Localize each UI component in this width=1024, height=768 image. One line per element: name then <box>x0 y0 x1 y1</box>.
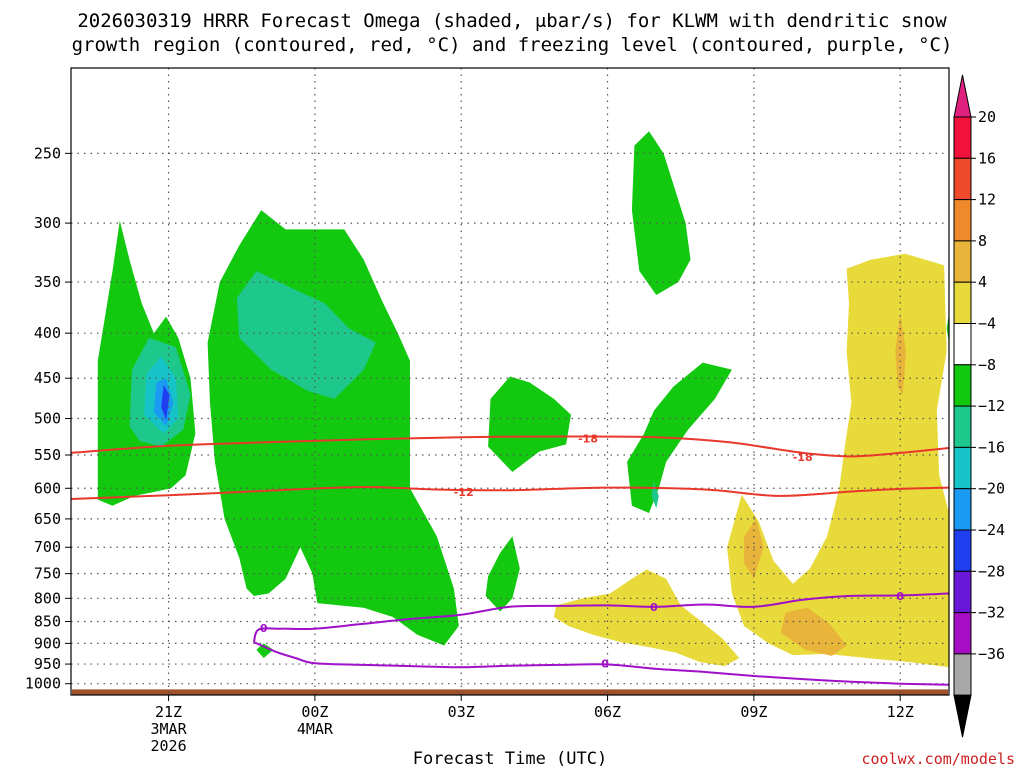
colorbar-swatch-0 <box>953 116 972 159</box>
y-tick-label-1000: 1000 <box>25 675 61 693</box>
chart-title-line2: growth region (contoured, red, °C) and f… <box>72 34 953 56</box>
contour-label-0a-0: 0 <box>260 622 268 635</box>
colorbar-label-10: −24 <box>978 521 1005 539</box>
colorbar-swatch-2 <box>953 199 972 242</box>
ground-band <box>72 689 948 695</box>
contour-label-0a-2: 0 <box>896 590 904 603</box>
plot-frame <box>70 67 950 696</box>
contour-line-0a <box>252 592 949 643</box>
colorbar-swatch-10 <box>953 529 972 572</box>
grid-lines <box>71 68 949 695</box>
y-tick-label-250: 250 <box>34 144 61 162</box>
ground-surface <box>72 689 948 695</box>
contour-label-0b-0: 0 <box>601 657 609 670</box>
y-tick-label-400: 400 <box>34 324 61 342</box>
colorbar-label-9: −20 <box>978 480 1005 498</box>
colorbar-swatch-3 <box>953 240 972 283</box>
colorbar-label-1: 16 <box>978 149 996 167</box>
colorbar-label-12: −32 <box>978 604 1005 622</box>
y-tick-label-900: 900 <box>34 634 61 652</box>
y-tick-label-750: 750 <box>34 565 61 583</box>
y-axis-ticks: 250 300 350 400 450 500 550 600 650 700 750 800 850 9… <box>25 144 71 693</box>
y-tick-label-500: 500 <box>34 410 61 428</box>
colorbar-label-0: 20 <box>978 108 996 126</box>
colorbar-swatch-13 <box>953 653 972 696</box>
y-tick-label-550: 550 <box>34 446 61 464</box>
x-tick-label-36-1: 12Z <box>887 703 914 721</box>
contour-line--18 <box>71 435 949 458</box>
omega-region-14 <box>553 569 740 667</box>
colorbar-label-2: 12 <box>978 191 996 209</box>
site-credit: coolwx.com/models <box>861 750 1015 768</box>
colorbar-bottom-arrow <box>953 694 972 738</box>
y-tick-label-600: 600 <box>34 479 61 497</box>
x-tick-label-24-1: 00Z <box>301 703 328 721</box>
y-tick-label-450: 450 <box>34 369 61 387</box>
colorbar-swatch-9 <box>953 488 972 531</box>
omega-region-6 <box>256 643 274 658</box>
colorbar-swatch-6 <box>953 364 972 407</box>
x-tick-label-27-1: 03Z <box>448 703 475 721</box>
colorbar-label-4: 4 <box>978 273 987 291</box>
y-tick-label-950: 950 <box>34 655 61 673</box>
contour-label-0a-1: 0 <box>650 601 658 614</box>
omega-region-7 <box>236 271 376 399</box>
y-tick-label-350: 350 <box>34 273 61 291</box>
omega-region-4 <box>631 131 691 295</box>
contour-label--18-0: -18 <box>578 433 598 446</box>
colorbar-swatch-8 <box>953 446 972 490</box>
x-tick-label-21-2: 3MAR <box>150 720 187 738</box>
x-tick-label-21-1: 21Z <box>155 703 182 721</box>
colorbar-swatch-11 <box>953 570 972 614</box>
colorbar-label-6: −8 <box>978 356 996 374</box>
colorbar-swatch-7 <box>953 405 972 448</box>
chart-title-line1: 2026030319 HRRR Forecast Omega (shaded, … <box>77 10 947 32</box>
y-tick-label-650: 650 <box>34 510 61 528</box>
contour-lines: -18 -18 -12 0 0 0 0 <box>71 433 949 686</box>
colorbar-label-8: −16 <box>978 438 1005 456</box>
contour-line-0b <box>253 641 949 686</box>
contour-label--18-1: -18 <box>793 451 813 464</box>
omega-region-3 <box>485 536 520 612</box>
y-tick-label-850: 850 <box>34 613 61 631</box>
colorbar-label-3: 8 <box>978 232 987 250</box>
y-tick-label-700: 700 <box>34 538 61 556</box>
contour-label--12-0: -12 <box>454 486 474 499</box>
colorbar-label-11: −28 <box>978 562 1005 580</box>
colorbar-top-arrow <box>953 74 972 118</box>
omega-region-12 <box>161 385 170 421</box>
x-tick-label-24-2: 4MAR <box>297 720 334 738</box>
omega-region-1 <box>207 210 459 646</box>
colorbar: 20 16 12 8 4 −4 −8 −12 −16 −20 −24 −28 −32 −36 <box>953 74 1005 738</box>
x-tick-label-30-1: 06Z <box>594 703 621 721</box>
colorbar-label-13: −36 <box>978 645 1005 663</box>
colorbar-label-7: −12 <box>978 397 1005 415</box>
y-tick-label-300: 300 <box>34 214 61 232</box>
x-tick-label-33-1: 09Z <box>740 703 767 721</box>
colorbar-swatch-12 <box>953 612 972 655</box>
omega-shading <box>97 131 949 668</box>
colorbar-swatch-4 <box>953 281 972 325</box>
colorbar-swatch-1 <box>953 157 972 201</box>
omega-region-13 <box>727 253 949 668</box>
colorbar-swatch-5 <box>953 323 972 366</box>
x-axis-label: Forecast Time (UTC) <box>413 749 607 768</box>
contour-line--12 <box>71 485 949 500</box>
x-tick-label-21-3: 2026 <box>150 737 186 755</box>
colorbar-label-5: −4 <box>978 315 996 333</box>
omega-region-2 <box>488 376 571 472</box>
omega-region-16 <box>744 518 764 579</box>
y-tick-label-800: 800 <box>34 589 61 607</box>
omega-region-15 <box>780 607 847 656</box>
